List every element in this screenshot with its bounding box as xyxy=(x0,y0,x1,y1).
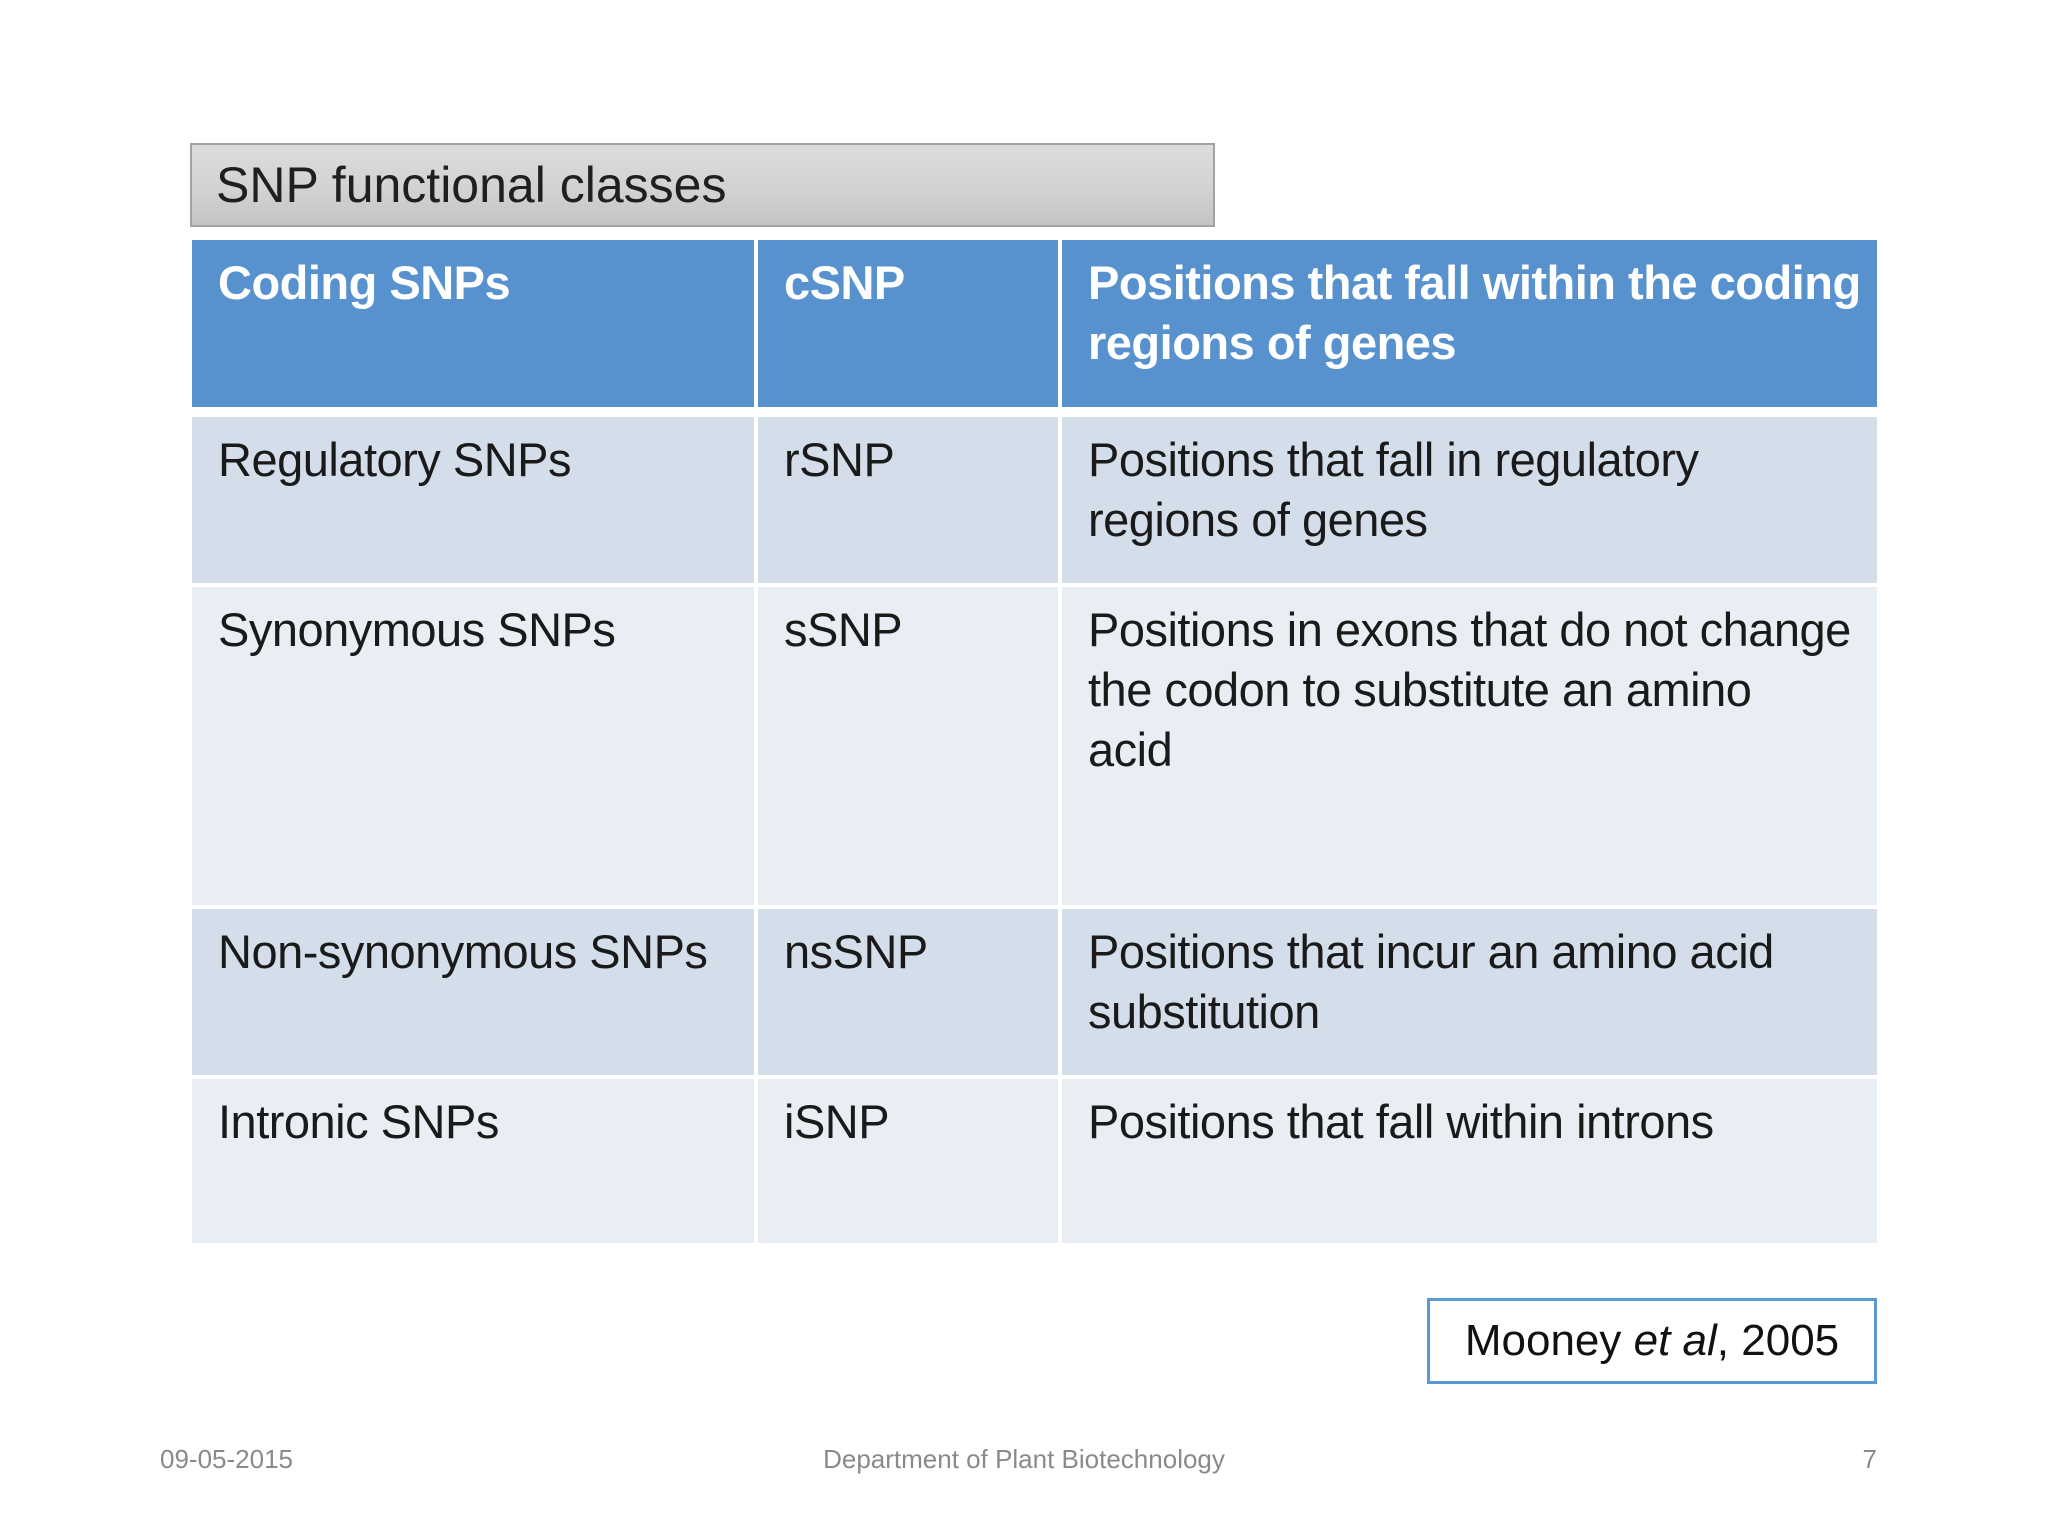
table-header-row: Coding SNPs cSNP Positions that fall wit… xyxy=(192,240,1877,407)
cell-class: Synonymous SNPs xyxy=(192,587,754,905)
citation-author: Mooney xyxy=(1464,1316,1634,1365)
table-row-regulatory: Regulatory SNPs rSNP Positions that fall… xyxy=(192,417,1877,583)
header-cell-description: Positions that fall within the coding re… xyxy=(1062,240,1877,407)
cell-description: Positions in exons that do not change th… xyxy=(1062,587,1877,905)
footer-page-number: 7 xyxy=(1862,1444,1877,1474)
footer-department: Department of Plant Biotechnology xyxy=(823,1444,1225,1474)
cell-description: Positions that incur an amino acid subst… xyxy=(1062,909,1877,1075)
snp-functional-classes-table: Coding SNPs cSNP Positions that fall wit… xyxy=(192,240,1877,1247)
cell-class: Non-synonymous SNPs xyxy=(192,909,754,1075)
slide-title: SNP functional classes xyxy=(216,157,727,213)
header-cell-class: Coding SNPs xyxy=(192,240,754,407)
cell-description: Positions that fall within introns xyxy=(1062,1079,1877,1243)
footer: Department of Plant Biotechnology 09-05-… xyxy=(0,1444,2048,1484)
table-row-non-synonymous: Non-synonymous SNPs nsSNP Positions that… xyxy=(192,909,1877,1075)
cell-class: Regulatory SNPs xyxy=(192,417,754,583)
citation-et-al: et al xyxy=(1633,1316,1717,1365)
table-row-intronic: Intronic SNPs iSNP Positions that fall w… xyxy=(192,1079,1877,1243)
cell-abbr: nsSNP xyxy=(758,909,1058,1075)
citation-year: , 2005 xyxy=(1716,1316,1840,1365)
cell-abbr: sSNP xyxy=(758,587,1058,905)
slide-title-bar: SNP functional classes xyxy=(190,143,1215,227)
citation-box: Mooney et al, 2005 xyxy=(1427,1298,1877,1384)
cell-class: Intronic SNPs xyxy=(192,1079,754,1243)
cell-abbr: iSNP xyxy=(758,1079,1058,1243)
table-row-synonymous: Synonymous SNPs sSNP Positions in exons … xyxy=(192,587,1877,905)
header-cell-abbr: cSNP xyxy=(758,240,1058,407)
cell-abbr: rSNP xyxy=(758,417,1058,583)
cell-description: Positions that fall in regulatory region… xyxy=(1062,417,1877,583)
footer-date: 09-05-2015 xyxy=(160,1444,293,1474)
